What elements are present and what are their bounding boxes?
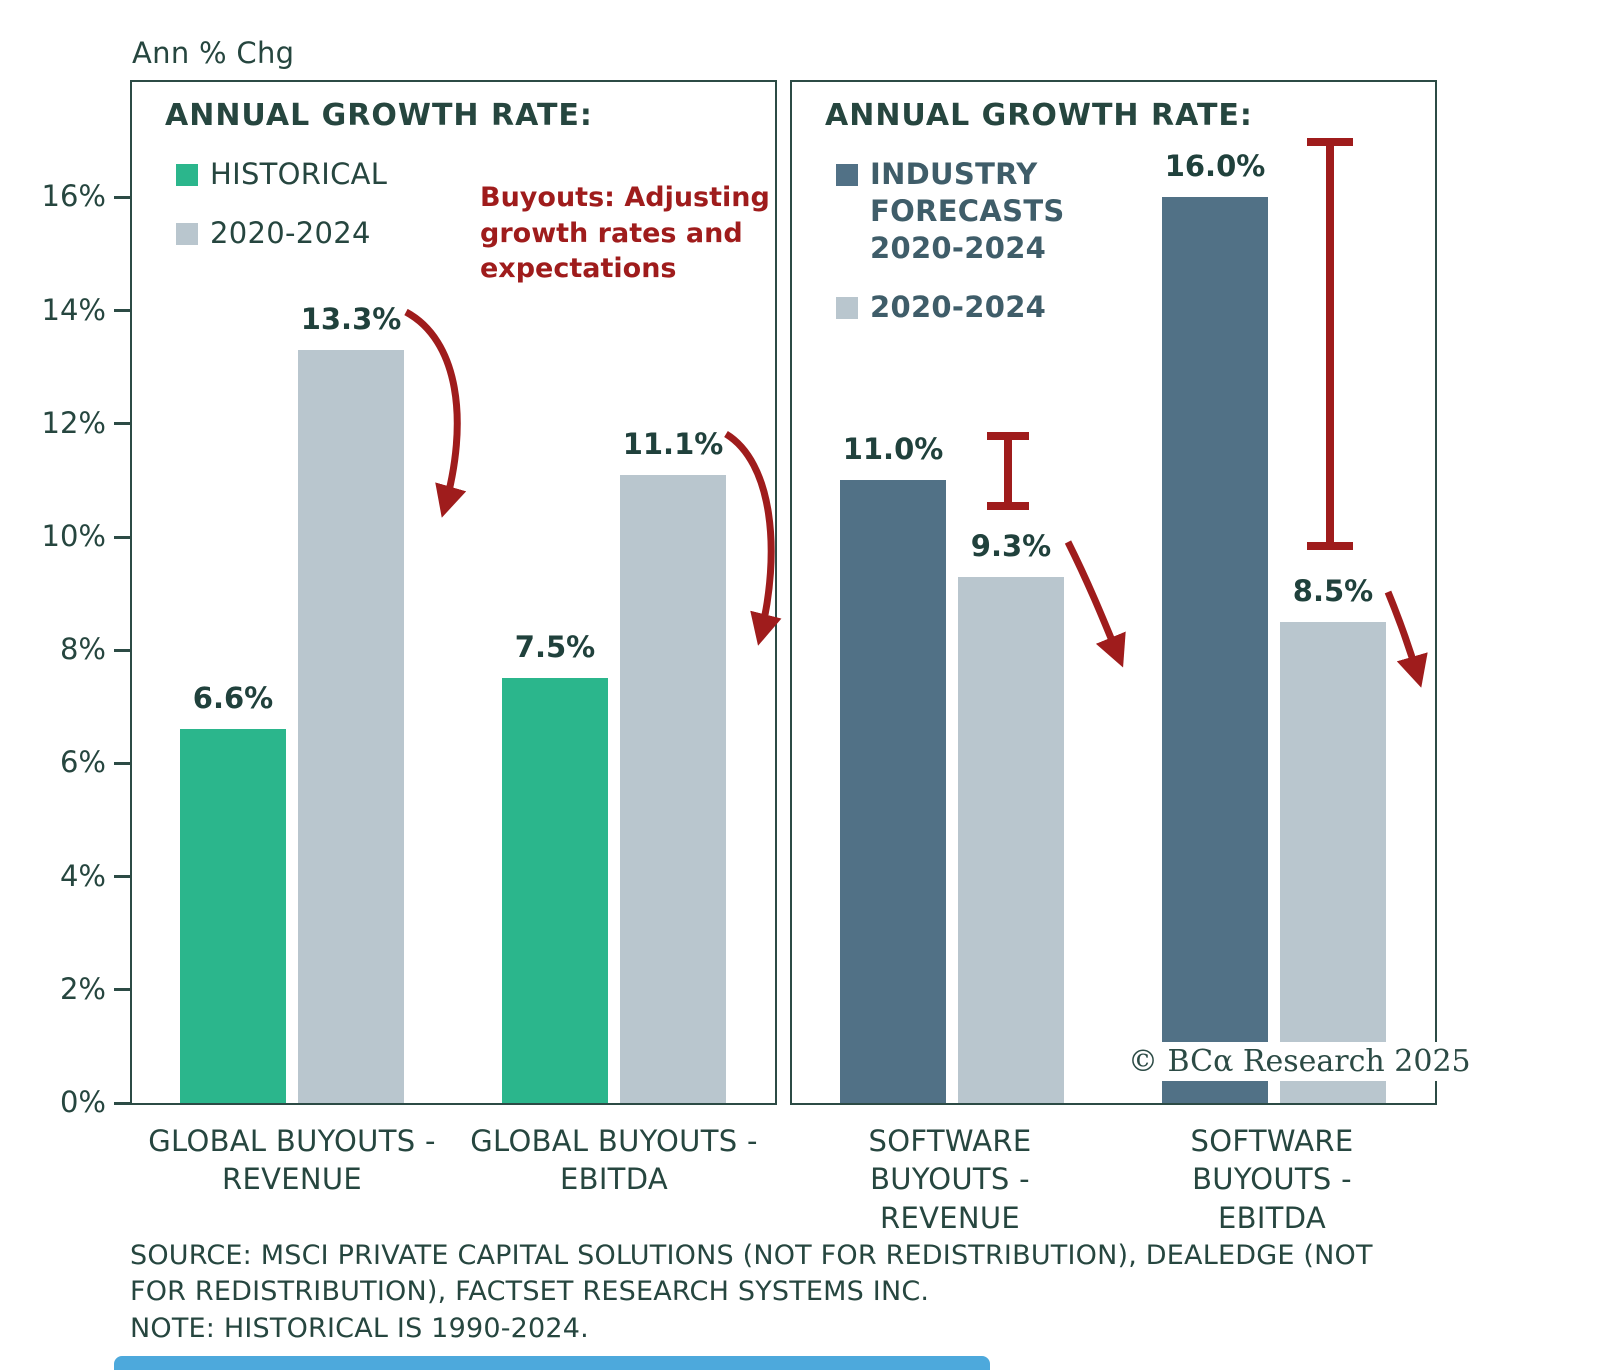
y-tick-mark — [114, 195, 130, 199]
bar-2020-2024-software-buyouts-revenue — [958, 577, 1064, 1103]
plot-area-software-buyouts: 11.0% 9.3% 16.0% 8.5% — [792, 82, 1435, 1103]
y-axis-title: Ann % Chg — [132, 36, 295, 70]
left-legend: HISTORICAL 2020-2024 — [176, 156, 387, 274]
legend-item-historical: HISTORICAL — [176, 156, 387, 193]
category-label-software-revenue: SOFTWARE BUYOUTS - REVENUE — [868, 1124, 1032, 1235]
panel-global-buyouts: 6.6% 13.3% 7.5% 11.1% ANNUAL GROWTH RATE: H… — [130, 80, 777, 1105]
bar-2020-2024-software-buyouts-ebitda — [1280, 622, 1386, 1103]
y-tick-mark — [114, 1101, 130, 1105]
bar-value-label-global-buyouts-ebitda-historical: 7.5% — [514, 630, 596, 664]
y-tick-label-4pct: 4% — [59, 858, 106, 893]
right-panel-title: ANNUAL GROWTH RATE: — [825, 98, 1253, 133]
legend-label-historical: HISTORICAL — [210, 157, 388, 191]
y-tick-label-6pct: 6% — [59, 745, 106, 780]
y-tick-label-8pct: 8% — [59, 632, 106, 667]
bar-industry-forecasts-2020-2024-software-buyouts-revenue — [840, 480, 946, 1103]
bar-2020-2024-global-buyouts-revenue — [298, 350, 404, 1103]
bar-value-label-software-buyouts-ebitda-industry-forecasts-2020-2024: 16.0% — [1164, 149, 1266, 183]
bar-value-label-software-buyouts-revenue-industry-forecasts-2020-2024: 11.0% — [842, 432, 944, 466]
y-tick-label-16pct: 16% — [41, 179, 106, 214]
legend-swatch-historical — [176, 164, 198, 186]
right-legend: INDUSTRY FORECASTS 2020-2024 2020-2024 — [836, 156, 1095, 348]
category-label-global-revenue: GLOBAL BUYOUTS - REVENUE — [148, 1124, 436, 1197]
y-tick-label-12pct: 12% — [41, 405, 106, 440]
legend-swatch-2020-2024-right — [836, 297, 858, 320]
bar-value-label-global-buyouts-revenue-2020-2024: 13.3% — [300, 302, 402, 336]
y-tick-mark — [114, 422, 130, 426]
legend-swatch-2020-2024 — [176, 223, 198, 246]
bar-historical-global-buyouts-ebitda — [502, 678, 608, 1103]
y-tick-label-14pct: 14% — [41, 292, 106, 327]
panel-software-buyouts: 11.0% 9.3% 16.0% 8.5% ANNUAL GROWTH RATE: I… — [790, 80, 1481, 1105]
y-tick-mark — [114, 988, 130, 992]
legend-swatch-industry-forecasts — [836, 164, 858, 186]
bar-value-label-software-buyouts-ebitda-2020-2024: 8.5% — [1292, 574, 1374, 608]
bar-industry-forecasts-2020-2024-software-buyouts-ebitda — [1162, 197, 1268, 1103]
y-tick-label-2pct: 2% — [59, 971, 106, 1006]
bar-value-label-global-buyouts-revenue-historical: 6.6% — [192, 681, 274, 715]
decorative-bottom-bar — [114, 1356, 990, 1370]
left-panel-title: ANNUAL GROWTH RATE: — [165, 98, 593, 133]
y-tick-mark — [114, 761, 130, 765]
red-annotation-text: Buyouts: Adjusting growth rates and expe… — [480, 182, 770, 285]
bar-historical-global-buyouts-revenue — [180, 729, 286, 1103]
source-line: SOURCE: MSCI PRIVATE CAPITAL SOLUTIONS (… — [130, 1240, 1373, 1308]
y-tick-mark — [114, 875, 130, 879]
y-tick-mark — [114, 309, 130, 313]
plot-area-global-buyouts: 6.6% 13.3% 7.5% 11.1% — [132, 82, 775, 1103]
legend-label-2020-2024-right: 2020-2024 — [870, 290, 1047, 325]
y-tick-label-0pct: 0% — [59, 1085, 106, 1119]
legend-label-industry-forecasts: INDUSTRY FORECASTS 2020-2024 — [870, 157, 1065, 266]
category-label-global-ebitda: GLOBAL BUYOUTS - EBITDA — [470, 1124, 758, 1197]
legend-item-2020-2024: 2020-2024 — [176, 215, 387, 252]
legend-item-industry-forecasts: INDUSTRY FORECASTS 2020-2024 — [836, 156, 1095, 267]
legend-item-2020-2024-right: 2020-2024 — [836, 289, 1095, 326]
bar-value-label-global-buyouts-ebitda-2020-2024: 11.1% — [622, 427, 724, 461]
y-tick-mark — [114, 535, 130, 539]
note-line: NOTE: HISTORICAL IS 1990-2024. — [130, 1312, 589, 1344]
y-tick-mark — [114, 648, 130, 652]
bca-research-copyright: © BCα Research 2025 — [1118, 1042, 1481, 1081]
bar-2020-2024-global-buyouts-ebitda — [620, 475, 726, 1103]
y-tick-label-10pct: 10% — [41, 519, 106, 553]
legend-label-2020-2024: 2020-2024 — [210, 216, 371, 251]
footnote-block: SOURCE: MSCI PRIVATE CAPITAL SOLUTIONS (… — [130, 1238, 1430, 1347]
bar-value-label-software-buyouts-revenue-2020-2024: 9.3% — [970, 529, 1052, 563]
category-label-software-ebitda: SOFTWARE BUYOUTS - EBITDA — [1190, 1124, 1354, 1235]
